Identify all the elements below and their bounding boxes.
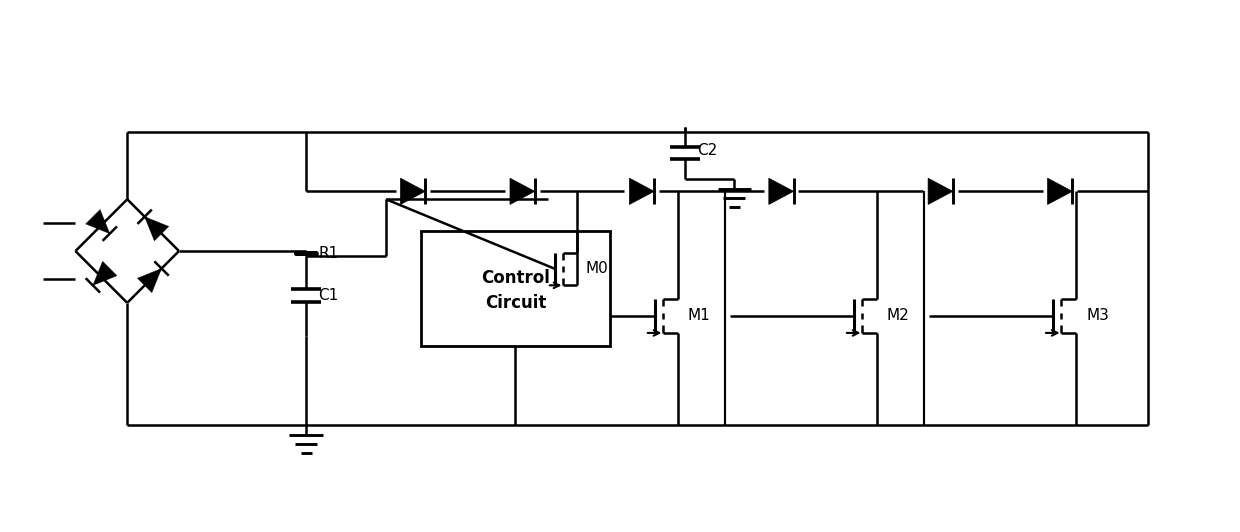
Text: C2: C2: [697, 143, 717, 158]
Text: M3: M3: [1086, 308, 1109, 323]
Polygon shape: [86, 210, 110, 234]
Bar: [420, 231, 610, 346]
Text: M1: M1: [688, 308, 711, 323]
Text: Circuit: Circuit: [485, 294, 546, 312]
Polygon shape: [401, 178, 425, 204]
Polygon shape: [510, 178, 534, 204]
Polygon shape: [928, 178, 952, 204]
Text: M0: M0: [585, 262, 608, 277]
Polygon shape: [769, 178, 794, 204]
Polygon shape: [630, 178, 655, 204]
Polygon shape: [138, 269, 161, 293]
Text: M2: M2: [887, 308, 910, 323]
Polygon shape: [145, 217, 169, 241]
Text: Control: Control: [481, 269, 549, 287]
Text: C1: C1: [319, 288, 339, 303]
Polygon shape: [1048, 178, 1073, 204]
Polygon shape: [93, 261, 117, 285]
Text: R1: R1: [319, 246, 339, 261]
